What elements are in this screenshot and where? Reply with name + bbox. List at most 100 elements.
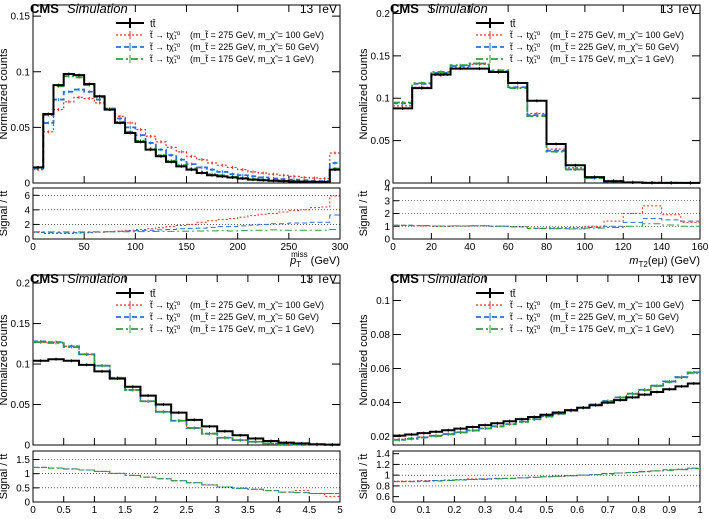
ratio-y-tick-label: 1 — [384, 471, 390, 482]
y-tick-label: 0.06 — [371, 364, 391, 375]
legend-mass-sig225: (m_t̃ = 225 GeV, m_χ̃ = 50 GeV) — [190, 42, 319, 52]
ratio-series-sig275 — [393, 205, 700, 229]
legend-process-sig175: t̃ → tχ̃₁⁰ — [509, 324, 541, 334]
x-axis-label-unit: (GeV) — [308, 255, 340, 267]
x-tick-label: 4.5 — [302, 505, 316, 516]
x-tick-label: 1.5 — [118, 505, 132, 516]
simulation-label: Simulation — [427, 271, 488, 286]
ratio-y-tick-label: 0 — [24, 498, 30, 509]
x-axis-label: mT2(eμ) (GeV) — [629, 255, 700, 269]
legend-mass-sig225: (m_t̃ = 225 GeV, m_χ̃ = 50 GeV) — [550, 42, 679, 52]
legend-process-sig275: t̃ → tχ̃₁⁰ — [149, 30, 181, 40]
y-axis-label: Normalized counts — [0, 48, 10, 140]
series-line-sig225 — [393, 371, 700, 441]
legend-mass-sig225: (m_t̃ = 225 GeV, m_χ̃ = 50 GeV) — [550, 312, 679, 322]
legend-mass-sig225: (m_t̃ = 225 GeV, m_χ̃ = 50 GeV) — [190, 312, 319, 322]
x-axis-label: pTmiss (GeV) — [289, 250, 340, 269]
x-tick-label: 0.8 — [632, 505, 646, 516]
legend-process-sig225: t̃ → tχ̃₁⁰ — [149, 42, 181, 52]
x-tick-label: 0 — [390, 242, 396, 253]
x-tick-label: 0 — [30, 505, 36, 516]
series-line-sig275 — [393, 371, 700, 440]
x-tick-label: 0.3 — [478, 505, 492, 516]
x-tick-label: 0.7 — [601, 505, 615, 516]
ratio-y-tick-label: 2 — [384, 209, 390, 220]
chart-panel-3: 0 0.05 0.1 0.15 0.2 CMS Simulation 13 TeV Normal… — [0, 271, 343, 519]
series-line-sig175 — [393, 372, 700, 441]
series-line-sig175 — [33, 341, 340, 446]
ratio-series-sig225 — [393, 467, 700, 483]
x-axis-label-main: m — [629, 255, 638, 267]
cms-label: CMS — [30, 1, 59, 16]
series-line-ttbar — [33, 358, 340, 446]
y-tick-label: 0 — [384, 179, 390, 190]
x-tick-label: 0 — [30, 242, 36, 253]
y-tick-label: 0.05 — [11, 400, 31, 411]
y-axis-label: Normalized counts — [358, 314, 370, 406]
energy-label: 13 TeV — [300, 2, 337, 16]
legend-mass-sig175: (m_t̃ = 175 GeV, m_χ̃ = 1 GeV) — [550, 54, 674, 64]
series-line-ttbar — [393, 67, 700, 184]
ratio-y-tick-label: 1.4 — [376, 449, 390, 460]
ratio-y-tick-label: 6 — [24, 191, 30, 202]
y-tick-label: 0.2 — [16, 279, 30, 290]
series-line-ttbar — [33, 72, 340, 183]
x-tick-label: 100 — [577, 242, 594, 253]
energy-label: 13 TeV — [300, 272, 337, 286]
ratio-series-sig175 — [33, 229, 340, 233]
legend-process-sig175: t̃ → tχ̃₁⁰ — [149, 54, 181, 64]
legend-label-ttbar: tt̄ — [150, 18, 156, 30]
x-tick-label: 0 — [390, 505, 396, 516]
ratio-pad-frame — [32, 450, 341, 503]
y-tick-label: 0.05 — [11, 123, 31, 134]
legend-process-sig175: t̃ → tχ̃₁⁰ — [509, 54, 541, 64]
energy-label: 13 TeV — [660, 2, 697, 16]
legend-mass-sig275: (m_t̃ = 275 GeV, m_χ̃ = 100 GeV) — [190, 300, 324, 310]
legend-process-sig225: t̃ → tχ̃₁⁰ — [509, 312, 541, 322]
cms-label: CMS — [390, 271, 419, 286]
y-tick-label: 0.1 — [16, 360, 30, 371]
legend-mass-sig275: (m_t̃ = 275 GeV, m_χ̃ = 100 GeV) — [550, 30, 684, 40]
x-tick-label: 0.9 — [662, 505, 676, 516]
ratio-y-tick-label: 1 — [24, 469, 30, 480]
legend: tt̄t̃ → tχ̃₁⁰ (m_t̃ = 275 GeV, m_χ̃ = 100… — [116, 288, 324, 334]
y-tick-label: 0.15 — [11, 12, 31, 23]
x-tick-label: 0.2 — [447, 505, 461, 516]
ratio-y-axis-label: Signal / t̄t — [358, 454, 370, 500]
x-tick-label: 0.4 — [509, 505, 523, 516]
x-tick-label: 2 — [153, 505, 159, 516]
ratio-y-tick-label: 1 — [384, 222, 390, 233]
legend-label-ttbar: tt̄ — [510, 18, 516, 30]
x-tick-label: 0.5 — [540, 505, 554, 516]
legend-mass-sig175: (m_t̃ = 175 GeV, m_χ̃ = 1 GeV) — [550, 324, 674, 334]
ratio-y-tick-label: 0.5 — [16, 483, 30, 494]
cms-label: CMS — [30, 271, 59, 286]
x-tick-label: 250 — [280, 242, 297, 253]
y-tick-label: 0.05 — [371, 136, 391, 147]
series-line-sig275 — [33, 96, 340, 180]
x-tick-label: 0.1 — [417, 505, 431, 516]
x-tick-label: 0.6 — [570, 505, 584, 516]
ratio-series-sig175 — [393, 223, 700, 230]
y-tick-label: 0.1 — [376, 296, 390, 307]
legend-process-sig275: t̃ → tχ̃₁⁰ — [509, 300, 541, 310]
legend-process-sig225: t̃ → tχ̃₁⁰ — [509, 42, 541, 52]
x-tick-label: 60 — [503, 242, 515, 253]
x-axis-label-sub: T — [296, 260, 301, 269]
x-tick-label: 120 — [615, 242, 632, 253]
ratio-series-sig175 — [393, 468, 700, 483]
legend-process-sig275: t̃ → tχ̃₁⁰ — [149, 300, 181, 310]
y-axis-label: Normalized counts — [358, 48, 370, 140]
ratio-y-tick-label: 0 — [384, 235, 390, 246]
y-tick-label: 0.08 — [371, 330, 391, 341]
ratio-y-axis-label: Signal / t̄t — [0, 454, 10, 500]
x-tick-label: 100 — [127, 242, 144, 253]
legend-mass-sig175: (m_t̃ = 175 GeV, m_χ̃ = 1 GeV) — [190, 54, 314, 64]
y-tick-label: 0.02 — [371, 432, 391, 443]
legend-process-sig225: t̃ → tχ̃₁⁰ — [149, 312, 181, 322]
ratio-series-sig225 — [33, 214, 340, 234]
x-tick-label: 40 — [464, 242, 476, 253]
x-tick-label: 3.5 — [241, 505, 255, 516]
